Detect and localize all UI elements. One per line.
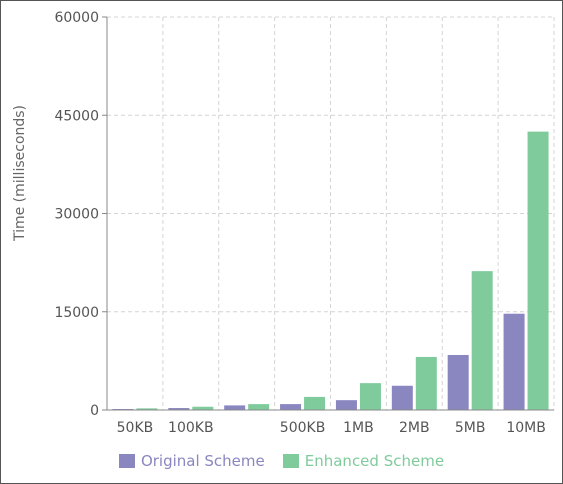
x-tick-label: 2MB (399, 420, 430, 436)
bar-chart: 0 15000 30000 45000 60000 50KB 100KB 500KB 1MB 2M… (12, 10, 555, 436)
bar-original-unlabeled (224, 405, 246, 410)
grid (107, 16, 555, 410)
tick-labels: 0 15000 30000 45000 60000 50KB 100KB 500KB 1MB 2M… (54, 10, 545, 436)
bar-enhanced-5MB (471, 271, 493, 410)
x-tick-label: 100KB (168, 420, 214, 436)
legend-swatch-enhanced (282, 454, 299, 468)
bars (112, 131, 549, 410)
legend-swatch-original (118, 454, 135, 468)
bar-enhanced-100KB (192, 406, 214, 410)
x-tick-label: 50KB (117, 420, 154, 436)
x-tick-label: 500KB (280, 420, 326, 436)
bar-enhanced-10MB (527, 131, 549, 410)
bar-original-2MB (391, 385, 413, 410)
legend-label-original: Original Scheme (140, 452, 265, 470)
legend-item-original: Original Scheme (118, 452, 265, 470)
y-tick-label: 15000 (54, 305, 99, 321)
axes (102, 16, 554, 411)
bar-enhanced-500KB (304, 396, 326, 410)
bar-original-5MB (447, 354, 469, 410)
y-axis-title: Time (milliseconds) (12, 105, 28, 242)
x-tick-label: 1MB (343, 420, 374, 436)
bar-original-100KB (168, 408, 190, 410)
legend: Original Scheme Enhanced Scheme (0, 452, 563, 470)
bar-original-10MB (503, 313, 525, 410)
legend-label-enhanced: Enhanced Scheme (304, 452, 445, 470)
bar-enhanced-50KB (136, 408, 158, 410)
y-tick-label: 45000 (54, 108, 99, 124)
bar-enhanced-1MB (359, 383, 381, 410)
y-tick-label: 30000 (54, 207, 99, 223)
bar-original-500KB (280, 404, 302, 410)
y-tick-label: 60000 (54, 10, 99, 26)
y-tick-label: 0 (90, 403, 99, 419)
bar-original-1MB (335, 400, 357, 410)
x-tick-label: 10MB (506, 420, 546, 436)
bar-enhanced-2MB (415, 356, 437, 410)
x-tick-label: 5MB (455, 420, 486, 436)
legend-item-enhanced: Enhanced Scheme (282, 452, 445, 470)
bar-enhanced-unlabeled (248, 404, 270, 410)
